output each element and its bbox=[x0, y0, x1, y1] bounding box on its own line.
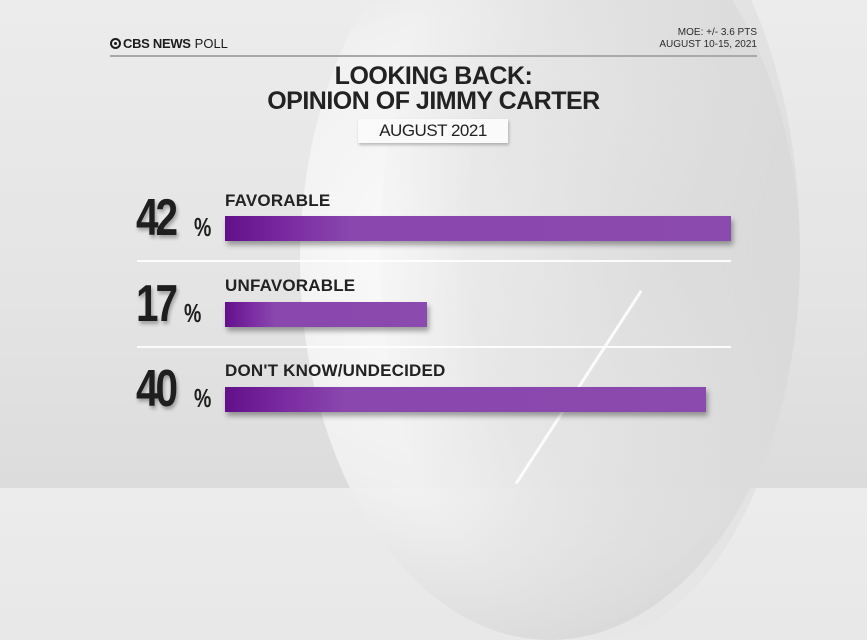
percent-value: 42 bbox=[136, 189, 178, 247]
percent-value: 40 bbox=[136, 360, 178, 418]
title-line-2: OPINION OF JIMMY CARTER bbox=[267, 87, 600, 115]
field-dates: AUGUST 10-15, 2021 bbox=[659, 39, 757, 50]
subtitle-date-badge: AUGUST 2021 bbox=[358, 119, 508, 143]
cbs-news-poll-logo: CBS NEWS POLL bbox=[110, 35, 228, 51]
bar-label: FAVORABLE bbox=[225, 191, 331, 210]
percent-sign: % bbox=[194, 383, 212, 413]
bar-favorable bbox=[225, 216, 731, 241]
brand-name: CBS NEWS bbox=[123, 35, 191, 51]
percent-sign: % bbox=[184, 298, 202, 328]
brand-suffix: POLL bbox=[194, 35, 228, 51]
title-line-1: LOOKING BACK: bbox=[334, 62, 533, 90]
bar-label: UNFAVORABLE bbox=[225, 276, 356, 295]
poll-meta: MOE: +/- 3.6 PTS AUGUST 10-15, 2021 bbox=[659, 27, 757, 51]
bar-label: DON'T KNOW/UNDECIDED bbox=[225, 361, 446, 380]
header-rule bbox=[110, 55, 757, 57]
margin-of-error: MOE: +/- 3.6 PTS bbox=[677, 27, 757, 38]
percent-value: 17 bbox=[136, 275, 178, 333]
row-divider bbox=[137, 260, 731, 262]
row-divider bbox=[137, 346, 731, 348]
chart-title: LOOKING BACK: OPINION OF JIMMY CARTER bbox=[0, 64, 867, 114]
bar-dont-know bbox=[225, 387, 706, 412]
percent-sign: % bbox=[194, 212, 212, 242]
cbs-eye-icon bbox=[110, 37, 121, 49]
bar-unfavorable bbox=[225, 302, 427, 327]
